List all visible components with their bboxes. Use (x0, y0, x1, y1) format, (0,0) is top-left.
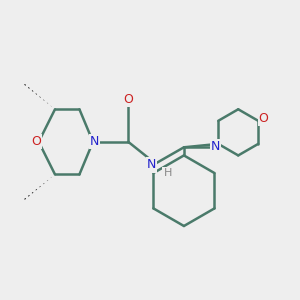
Text: O: O (259, 112, 269, 124)
Text: O: O (123, 93, 133, 106)
Text: N: N (90, 135, 99, 148)
Text: O: O (31, 135, 41, 148)
Text: N: N (147, 158, 156, 171)
Text: H: H (164, 168, 172, 178)
Text: N: N (211, 140, 220, 153)
